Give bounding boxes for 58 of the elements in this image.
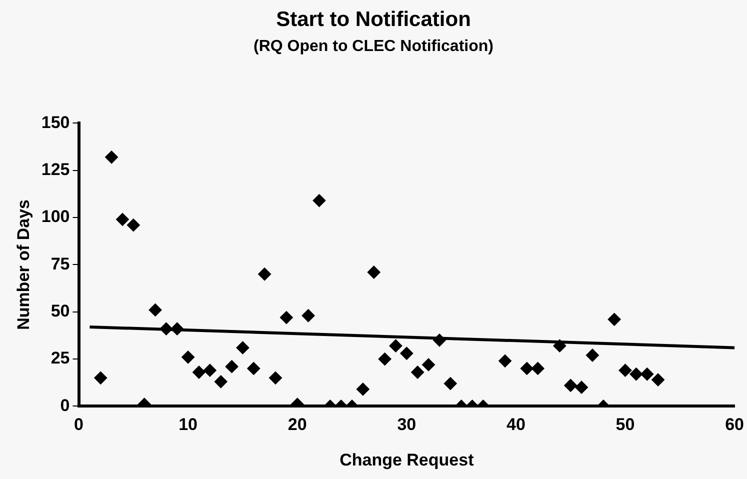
point	[553, 339, 566, 352]
point	[367, 266, 380, 279]
point	[94, 371, 108, 384]
point	[116, 212, 129, 226]
point	[564, 378, 578, 392]
y-tick-label: 125	[41, 160, 70, 180]
point	[618, 364, 632, 377]
point	[302, 309, 315, 322]
x-axis-title: Change Request	[340, 450, 474, 470]
point	[182, 350, 195, 364]
point	[652, 373, 665, 386]
point	[640, 368, 654, 381]
point	[247, 362, 260, 375]
chart-subtitle: (RQ Open to CLEC Notification)	[252, 38, 494, 56]
y-tick-label: 50	[50, 302, 70, 321]
x-tick-label: 40	[506, 415, 526, 434]
point	[160, 322, 173, 336]
y-tick-label: 75	[50, 254, 70, 274]
point	[225, 360, 238, 374]
x-tick-label: 0	[74, 415, 84, 434]
y-tick-label: 100	[41, 207, 70, 226]
point	[148, 303, 162, 316]
point	[105, 150, 118, 164]
point	[608, 312, 621, 326]
x-tick-label: 10	[178, 415, 198, 434]
point	[192, 366, 206, 379]
y-axis-title: Number of Days	[14, 200, 33, 330]
x-tick-label: 20	[288, 415, 307, 434]
point	[586, 348, 599, 362]
point	[400, 346, 414, 360]
y-tick-label: 0	[60, 396, 70, 415]
x-tick-label: 60	[725, 415, 744, 434]
point	[575, 380, 588, 394]
point	[444, 377, 457, 390]
y-tick-label: 25	[50, 348, 70, 368]
point	[203, 364, 216, 377]
point	[269, 371, 282, 384]
point	[236, 341, 250, 354]
x-tick-label: 30	[397, 415, 416, 434]
y-tick-label: 150	[41, 112, 70, 132]
point	[214, 375, 228, 388]
point	[258, 268, 272, 281]
point	[422, 358, 436, 372]
point	[170, 322, 184, 336]
point	[389, 339, 402, 352]
x-tick-label: 50	[616, 415, 635, 434]
point	[531, 362, 544, 375]
point	[378, 352, 392, 366]
point	[356, 382, 370, 396]
point	[126, 218, 140, 232]
point	[432, 334, 446, 347]
point	[411, 366, 424, 379]
point	[280, 311, 293, 324]
point	[312, 194, 326, 208]
point	[630, 368, 643, 381]
point	[520, 362, 534, 375]
chart-title: Start to Notification	[275, 8, 472, 32]
point	[498, 354, 512, 368]
